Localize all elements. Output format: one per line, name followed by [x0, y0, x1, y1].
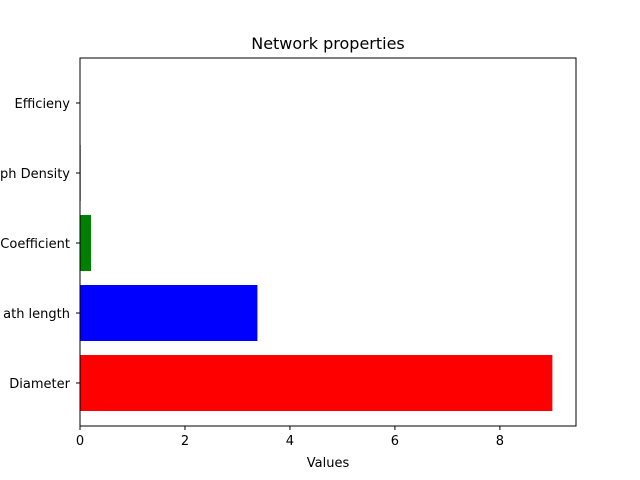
bar-path-length	[80, 285, 258, 341]
y-tick-label: ath length	[3, 307, 70, 322]
y-tick-label: ph Density	[0, 167, 70, 182]
y-tick-label: Coefficient	[0, 237, 70, 252]
x-tick-label: 4	[286, 434, 294, 449]
y-tick-label: Efficieny	[15, 97, 71, 112]
x-axis-ticks: 0 2 4 6 8	[76, 426, 504, 449]
x-tick-label: 0	[76, 434, 84, 449]
bar-coefficient	[80, 215, 92, 271]
x-tick-label: 6	[391, 434, 399, 449]
y-axis-ticks: Diameter ath length Coefficient ph Density E…	[0, 97, 80, 392]
chart-title: Network properties	[251, 34, 405, 53]
y-tick-label: Diameter	[9, 377, 70, 392]
x-tick-label: 2	[181, 434, 189, 449]
bar-diameter	[80, 355, 553, 411]
x-tick-label: 8	[496, 434, 504, 449]
bars-group	[80, 145, 553, 411]
x-axis-label: Values	[307, 456, 350, 471]
plot-frame	[79, 57, 577, 427]
